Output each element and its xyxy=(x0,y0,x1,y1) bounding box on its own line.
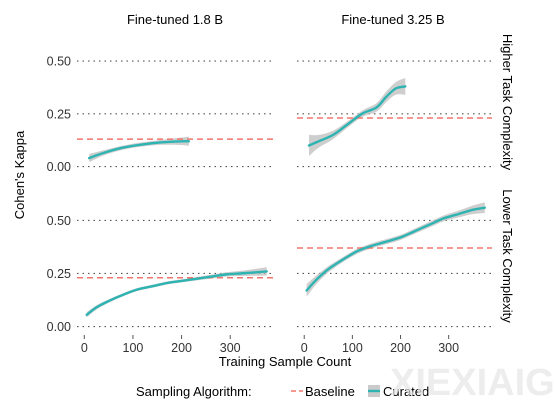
x-tick-label: 300 xyxy=(220,341,241,355)
y-tick-label: 0.50 xyxy=(47,55,71,69)
y-tick-label: 0.25 xyxy=(47,107,71,121)
curated-line xyxy=(88,140,191,160)
curated-confidence-ribbon xyxy=(306,202,485,297)
legend-baseline-label: Baseline xyxy=(305,384,355,399)
x-tick-label: 0 xyxy=(301,341,308,355)
y-tick-label: 0.00 xyxy=(47,320,71,334)
facet-col-label-2: Fine-tuned 3.25 B xyxy=(341,12,444,27)
x-tick-label: 300 xyxy=(438,341,459,355)
x-tick-label: 200 xyxy=(390,341,411,355)
x-axis-title: Training Sample Count xyxy=(219,354,352,369)
legend-curated-label: Curated xyxy=(383,384,429,399)
legend-title: Sampling Algorithm: xyxy=(136,384,252,399)
panel-2 xyxy=(297,60,492,168)
curated-line xyxy=(307,85,407,147)
panel-3: 0.00 0.25 0.50 0 100 200 300 xyxy=(47,214,274,355)
watermark: XIEXIAIGC xyxy=(390,362,554,404)
facet-col-label-1: Fine-tuned 1.8 B xyxy=(127,12,223,27)
curated-line xyxy=(305,206,486,292)
x-tick-label: 0 xyxy=(81,341,88,355)
y-tick-label: 0.25 xyxy=(47,267,71,281)
y-tick-label: 0.00 xyxy=(47,160,71,174)
x-tick-label: 100 xyxy=(123,341,144,355)
legend: Sampling Algorithm: Baseline Curated xyxy=(136,384,429,399)
x-tick-label: 200 xyxy=(171,341,192,355)
curated-line xyxy=(85,270,268,316)
y-axis-title: Cohen's Kappa xyxy=(12,130,27,219)
panels-layer: 0.00 0.25 0.50 0.00 0.25 0.50 0 100 200 300 0 100 20… xyxy=(47,55,492,355)
y-tick-label: 0.50 xyxy=(47,214,71,228)
facet-row-label-2: Lower Task Complexity xyxy=(500,189,515,323)
facet-row-label-1: Higher Task Complexity xyxy=(500,34,515,171)
panel-4: 0 100 200 300 xyxy=(297,202,492,355)
x-tick-label: 100 xyxy=(342,341,363,355)
panel-1: 0.00 0.25 0.50 xyxy=(47,55,274,174)
